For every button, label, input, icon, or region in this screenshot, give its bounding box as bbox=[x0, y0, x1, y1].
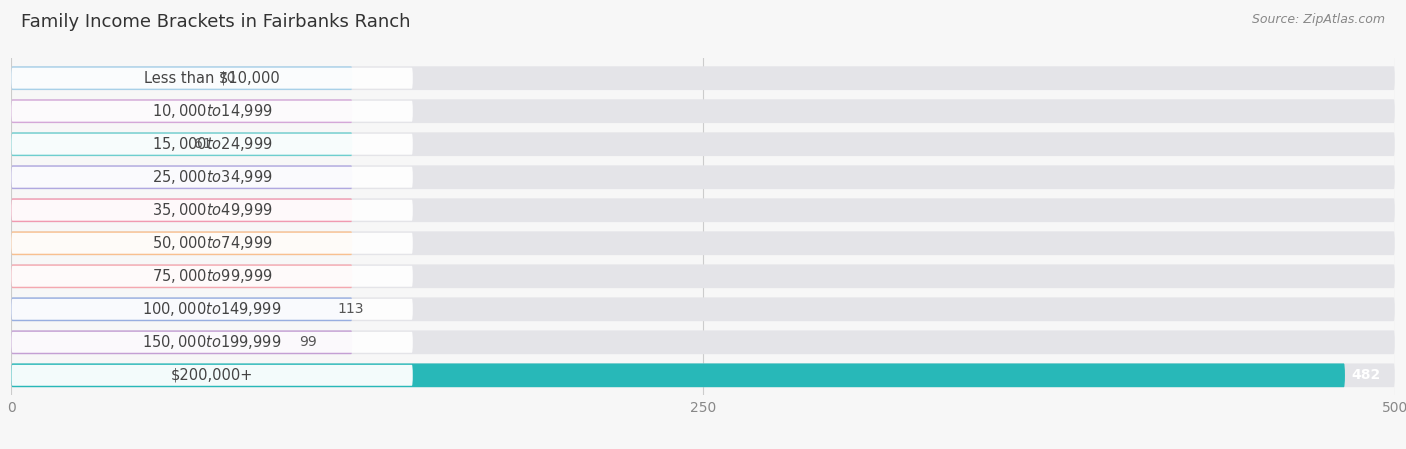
Text: $200,000+: $200,000+ bbox=[172, 368, 253, 383]
Text: $100,000 to $149,999: $100,000 to $149,999 bbox=[142, 300, 281, 318]
FancyBboxPatch shape bbox=[11, 198, 353, 222]
FancyBboxPatch shape bbox=[11, 264, 1395, 288]
Text: 61: 61 bbox=[194, 137, 212, 151]
Text: $150,000 to $199,999: $150,000 to $199,999 bbox=[142, 333, 281, 351]
FancyBboxPatch shape bbox=[11, 266, 413, 287]
Text: Family Income Brackets in Fairbanks Ranch: Family Income Brackets in Fairbanks Ranc… bbox=[21, 13, 411, 31]
FancyBboxPatch shape bbox=[11, 198, 1395, 222]
FancyBboxPatch shape bbox=[11, 99, 1395, 123]
Text: $25,000 to $34,999: $25,000 to $34,999 bbox=[152, 168, 273, 186]
FancyBboxPatch shape bbox=[11, 233, 413, 254]
FancyBboxPatch shape bbox=[11, 132, 1395, 156]
FancyBboxPatch shape bbox=[11, 68, 413, 88]
FancyBboxPatch shape bbox=[11, 101, 413, 122]
FancyBboxPatch shape bbox=[11, 330, 1395, 354]
FancyBboxPatch shape bbox=[11, 330, 353, 354]
FancyBboxPatch shape bbox=[11, 297, 1395, 321]
Text: 99: 99 bbox=[299, 335, 316, 349]
FancyBboxPatch shape bbox=[11, 332, 413, 353]
FancyBboxPatch shape bbox=[11, 200, 413, 221]
FancyBboxPatch shape bbox=[11, 66, 353, 90]
FancyBboxPatch shape bbox=[11, 132, 353, 156]
Text: $10,000 to $14,999: $10,000 to $14,999 bbox=[152, 102, 273, 120]
FancyBboxPatch shape bbox=[11, 134, 413, 154]
Text: Source: ZipAtlas.com: Source: ZipAtlas.com bbox=[1251, 13, 1385, 26]
FancyBboxPatch shape bbox=[11, 297, 353, 321]
Text: Less than $10,000: Less than $10,000 bbox=[145, 70, 280, 86]
Text: $35,000 to $49,999: $35,000 to $49,999 bbox=[152, 201, 273, 219]
FancyBboxPatch shape bbox=[11, 363, 1346, 387]
Text: $15,000 to $24,999: $15,000 to $24,999 bbox=[152, 135, 273, 153]
FancyBboxPatch shape bbox=[11, 99, 353, 123]
FancyBboxPatch shape bbox=[11, 363, 1395, 387]
FancyBboxPatch shape bbox=[11, 365, 413, 386]
Text: 70: 70 bbox=[219, 71, 236, 85]
FancyBboxPatch shape bbox=[11, 231, 1395, 255]
FancyBboxPatch shape bbox=[11, 299, 413, 320]
Text: $75,000 to $99,999: $75,000 to $99,999 bbox=[152, 267, 273, 285]
FancyBboxPatch shape bbox=[11, 165, 353, 189]
Text: 113: 113 bbox=[337, 302, 364, 316]
Text: $50,000 to $74,999: $50,000 to $74,999 bbox=[152, 234, 273, 252]
FancyBboxPatch shape bbox=[11, 66, 1395, 90]
Text: 482: 482 bbox=[1351, 368, 1381, 382]
FancyBboxPatch shape bbox=[11, 231, 353, 255]
FancyBboxPatch shape bbox=[11, 264, 353, 288]
FancyBboxPatch shape bbox=[11, 167, 413, 188]
FancyBboxPatch shape bbox=[11, 165, 1395, 189]
